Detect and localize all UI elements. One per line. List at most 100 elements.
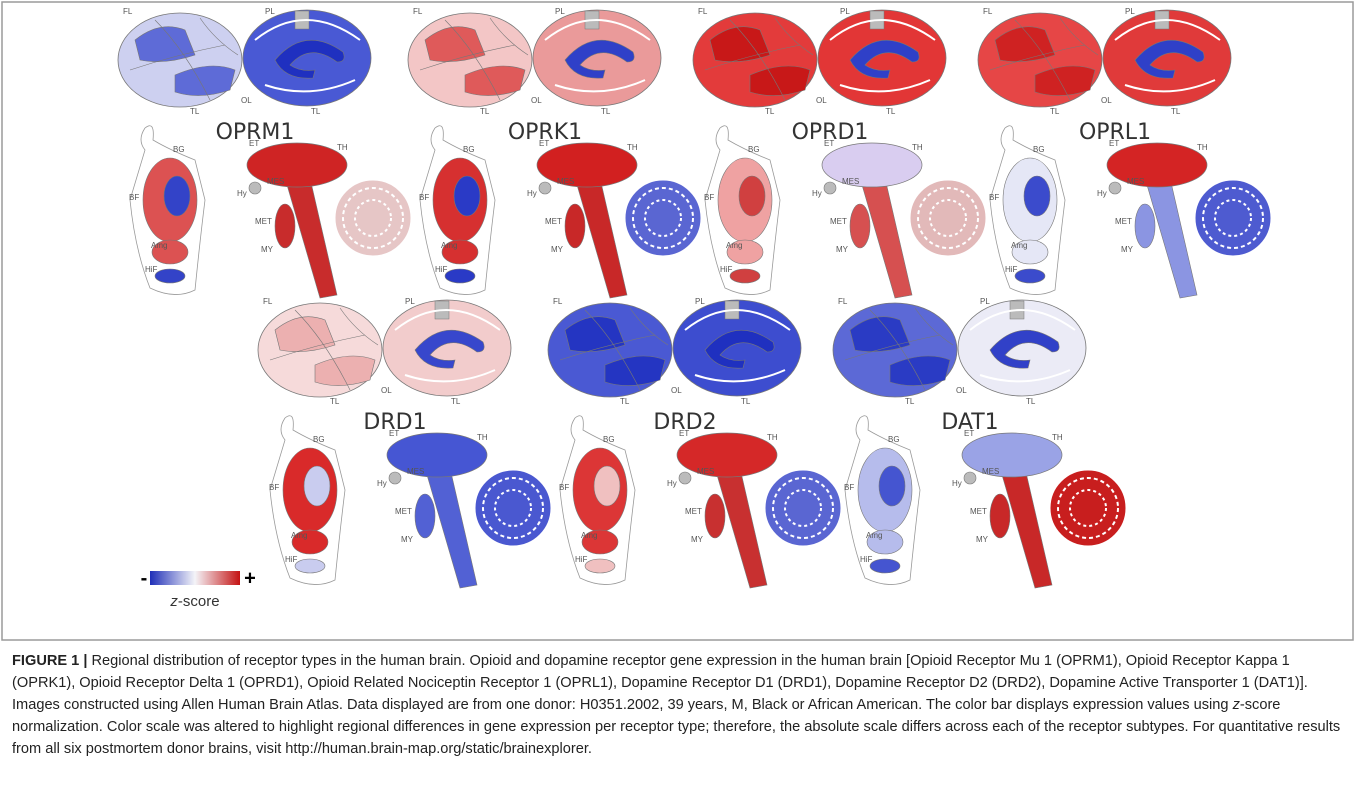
region-label: Hy	[377, 479, 387, 488]
region-label: TL	[451, 397, 461, 406]
region-label: MES	[1127, 177, 1144, 186]
hypothalamus	[964, 472, 976, 484]
cerebellum	[336, 181, 410, 255]
region-label: Amg	[866, 531, 882, 540]
cerebellum	[626, 181, 700, 255]
region-label: TH	[912, 143, 923, 152]
panel: OPRL1FLTLPLOLTLBGBFAmgHiFETTHHyMESMETMY	[978, 7, 1270, 298]
region-label: BF	[989, 193, 999, 202]
region-label: MY	[1121, 245, 1134, 254]
region-label: Amg	[441, 241, 457, 250]
cerebellum	[476, 471, 550, 545]
region-label: HiF	[720, 265, 733, 274]
region-label: MES	[697, 467, 714, 476]
medulla-region	[415, 494, 435, 538]
thalamus	[822, 143, 922, 187]
region-label: TH	[767, 433, 778, 442]
region-label: BG	[748, 145, 760, 154]
region-label: TL	[886, 107, 896, 116]
region-label: Hy	[237, 189, 247, 198]
hypothalamus	[1109, 182, 1121, 194]
region-label: MY	[261, 245, 274, 254]
region-label: BG	[1033, 145, 1045, 154]
region-label: ET	[679, 429, 689, 438]
thalamus	[537, 143, 637, 187]
colorbar-title-rest: -score	[178, 593, 220, 610]
region-label: BF	[419, 193, 429, 202]
medulla-region	[1135, 204, 1155, 248]
cerebellum	[911, 181, 985, 255]
region-label: ET	[964, 429, 974, 438]
colorbar-min: -	[141, 567, 148, 589]
colorbar-gradient	[150, 571, 240, 585]
region-label: TL	[1050, 107, 1060, 116]
region-label: Amg	[1011, 241, 1027, 250]
hippocampal-formation	[870, 559, 900, 573]
region-label: FL	[263, 297, 273, 306]
region-label: PL	[555, 7, 565, 16]
coronal-region	[594, 466, 620, 506]
region-label: TL	[741, 397, 751, 406]
region-label: TL	[311, 107, 321, 116]
region-label: PL	[840, 7, 850, 16]
region-label: BG	[313, 435, 325, 444]
region-label: FL	[983, 7, 993, 16]
region-label: PL	[265, 7, 275, 16]
region-label: MET	[545, 217, 562, 226]
region-label: BF	[844, 483, 854, 492]
region-label: BF	[559, 483, 569, 492]
region-label: BF	[704, 193, 714, 202]
region-label: MES	[557, 177, 574, 186]
region-label: BG	[603, 435, 615, 444]
region-label: FL	[838, 297, 848, 306]
region-label: Hy	[812, 189, 822, 198]
region-label: TL	[1171, 107, 1181, 116]
region-label: OL	[816, 96, 827, 105]
caption: FIGURE 1 | Regional distribution of rece…	[12, 650, 1347, 760]
region-label: OL	[241, 96, 252, 105]
caption-text: Regional distribution of receptor types …	[12, 653, 1308, 713]
region-label: HiF	[575, 555, 588, 564]
hypothalamus	[389, 472, 401, 484]
cerebellum	[1051, 471, 1125, 545]
region-label: MY	[836, 245, 849, 254]
caption-italic: z	[1233, 697, 1240, 713]
region-label: Amg	[291, 531, 307, 540]
coronal-region	[164, 176, 190, 216]
colorbar-max: +	[244, 567, 256, 589]
region-label: HiF	[145, 265, 158, 274]
region-label: TL	[620, 397, 630, 406]
medulla-region	[990, 494, 1010, 538]
medulla-region	[705, 494, 725, 538]
region-label: ET	[824, 139, 834, 148]
region-label: PL	[980, 297, 990, 306]
page: OPRM1FLTLPLOLTLBGBFAmgHiFETTHHyMESMETMYO…	[0, 0, 1355, 804]
coronal-region	[304, 466, 330, 506]
region-label: OL	[956, 386, 967, 395]
hypothalamus	[824, 182, 836, 194]
coronal-region	[739, 176, 765, 216]
thalamus	[387, 433, 487, 477]
hippocampal-formation	[155, 269, 185, 283]
cerebellum	[1196, 181, 1270, 255]
thalamus	[677, 433, 777, 477]
region-label: MET	[970, 507, 987, 516]
region-label: MET	[685, 507, 702, 516]
region-label: MET	[830, 217, 847, 226]
region-label: TL	[601, 107, 611, 116]
hypothalamus	[539, 182, 551, 194]
region-label: MET	[395, 507, 412, 516]
region-label: TL	[1026, 397, 1036, 406]
region-label: TH	[1197, 143, 1208, 152]
region-label: HiF	[435, 265, 448, 274]
region-label: HiF	[860, 555, 873, 564]
region-label: MES	[982, 467, 999, 476]
region-label: TL	[905, 397, 915, 406]
panel: DAT1FLTLPLOLTLBGBFAmgHiFETTHHyMESMETMY	[833, 297, 1125, 588]
hippocampal-formation	[730, 269, 760, 283]
region-label: Amg	[581, 531, 597, 540]
region-label: Hy	[1097, 189, 1107, 198]
thalamus	[247, 143, 347, 187]
